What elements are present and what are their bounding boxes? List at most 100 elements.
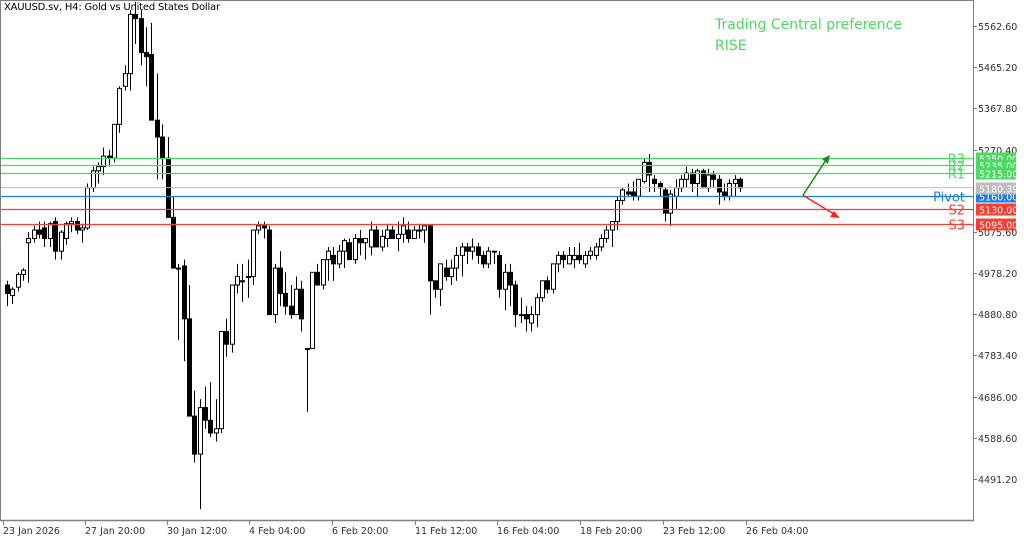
level-name-s2: S2 (948, 204, 965, 219)
candle (144, 27, 149, 87)
candle (21, 268, 26, 281)
candle (417, 223, 422, 239)
candle (503, 263, 508, 311)
price-axis[interactable]: 5562.60 5465.20 5367.80 5270.40 5075.60 4978.… (973, 22, 1017, 486)
candle (663, 187, 668, 222)
candle (658, 181, 663, 197)
candle (123, 65, 128, 91)
svg-text:5160.00: 5160.00 (979, 193, 1018, 204)
level-name-pivot: Pivot (933, 191, 965, 206)
candle (572, 246, 577, 269)
time-tick-label: 26 Feb 04:00 (746, 526, 808, 537)
candle (289, 285, 294, 319)
candle (246, 259, 251, 298)
candle (727, 179, 732, 201)
arrow-up-icon (802, 159, 827, 196)
candle (321, 259, 326, 290)
price-tick-label: 4686.00 (978, 393, 1017, 404)
candle (396, 221, 401, 252)
candle (519, 297, 524, 324)
candle (438, 263, 443, 307)
candle (545, 276, 550, 294)
svg-text:5235.00: 5235.00 (979, 162, 1018, 173)
candle (476, 242, 481, 264)
candle (604, 225, 609, 243)
candle (305, 347, 310, 412)
price-tag-r1: 5215.00 (976, 167, 1018, 181)
candle (674, 179, 679, 209)
candle (738, 177, 743, 192)
candle (315, 263, 320, 286)
candle (139, 10, 144, 66)
candle (59, 230, 64, 260)
candle (706, 168, 711, 192)
candle (513, 280, 518, 328)
candle (529, 306, 534, 332)
arrow-down-icon (802, 194, 835, 215)
candle (695, 168, 700, 197)
price-tick-label: 4783.40 (978, 351, 1017, 362)
candle (583, 251, 588, 269)
candle (42, 221, 47, 247)
candle (577, 242, 582, 264)
svg-text:5095.00: 5095.00 (979, 221, 1018, 232)
chart-frame (0, 0, 974, 522)
candle (53, 217, 58, 260)
candle (454, 246, 459, 281)
candle (460, 242, 465, 277)
price-tick-label: 5075.60 (978, 228, 1017, 239)
candle (631, 181, 636, 201)
price-tick-label: 4978.20 (978, 269, 1017, 280)
candle (449, 259, 454, 286)
candle (668, 189, 673, 226)
time-tick-label: 23 Jan 2026 (3, 526, 60, 537)
candle (283, 272, 288, 315)
candle (80, 223, 85, 243)
level-price-tags: 5250.005235.005215.005160.005130.005095.… (976, 152, 1018, 232)
candle (347, 238, 352, 261)
time-tick-label: 16 Feb 04:00 (497, 526, 559, 537)
candle (363, 237, 368, 260)
candle (390, 225, 395, 239)
candle (240, 263, 245, 302)
candle (10, 287, 15, 305)
candle (48, 221, 53, 247)
candle (182, 259, 187, 362)
candle (492, 250, 497, 264)
candle (556, 251, 561, 273)
candle (5, 280, 10, 307)
candle (171, 196, 176, 269)
candle (176, 263, 181, 340)
candle (524, 306, 529, 332)
candle (626, 183, 631, 197)
candle (149, 22, 154, 121)
candle (64, 221, 69, 245)
candle (337, 244, 342, 269)
candle (26, 232, 31, 283)
candle (701, 168, 706, 189)
price-tick-label: 5367.80 (978, 104, 1017, 115)
current-price-tag: 5180.39 (976, 182, 1018, 196)
candle (160, 124, 165, 180)
time-axis[interactable]: 23 Jan 2026 27 Jan 20:00 30 Jan 12:00 4 Feb… (3, 521, 808, 537)
candle (112, 123, 117, 163)
candle (299, 280, 304, 332)
candle (508, 263, 513, 307)
candle (551, 263, 556, 294)
time-tick-label: 4 Feb 04:00 (249, 526, 305, 537)
candle (722, 183, 727, 201)
candle (540, 280, 545, 302)
candle (422, 225, 427, 243)
candle (369, 221, 374, 256)
candle (251, 229, 256, 286)
candle (380, 230, 385, 252)
candle (433, 280, 438, 298)
candle (497, 251, 502, 298)
candle (273, 263, 278, 324)
price-tick-label: 5562.60 (978, 22, 1017, 33)
candle (690, 168, 695, 192)
candle (470, 238, 475, 260)
candle (32, 225, 37, 243)
price-tick-label: 4491.20 (978, 475, 1017, 486)
